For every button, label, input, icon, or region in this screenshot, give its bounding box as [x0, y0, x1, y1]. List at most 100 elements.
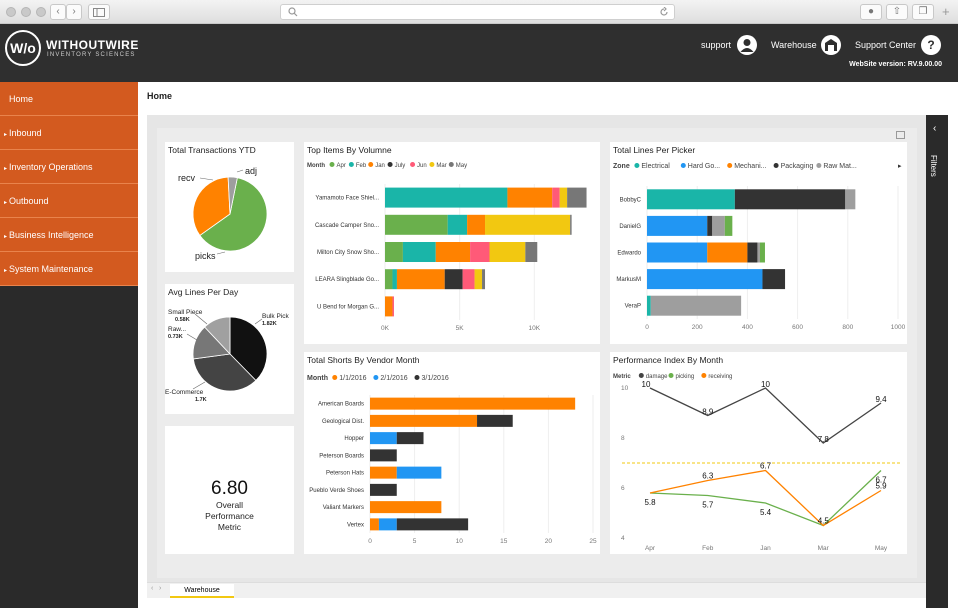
bar-segment[interactable]: [444, 269, 463, 290]
lines-per-picker-card[interactable]: Total Lines Per Picker Zone Electrical Har…: [610, 142, 907, 344]
bar-segment[interactable]: [525, 242, 538, 262]
bar-segment[interactable]: [570, 214, 572, 235]
bar-segment[interactable]: [385, 269, 393, 290]
pie-slice-small-piece[interactable]: [204, 316, 231, 356]
pie-slice-adj[interactable]: [227, 176, 238, 215]
logo-icon[interactable]: W/o: [5, 30, 41, 66]
bar-segment[interactable]: [370, 466, 397, 479]
bar-segment[interactable]: [402, 242, 436, 262]
legend-label[interactable]: Mar: [436, 163, 446, 169]
pie-slice-e-commerce[interactable]: [192, 353, 257, 392]
line-series-picking[interactable]: [649, 470, 882, 527]
filters-pane[interactable]: ‹ Filters: [926, 115, 948, 608]
sidebar-item-business-intelligence[interactable]: ▸ Business Intelligence: [0, 218, 138, 252]
shorts-by-vendor-card[interactable]: Total Shorts By Vendor Month Month 1/1/20…: [304, 352, 600, 554]
legend-label[interactable]: Feb: [356, 163, 367, 169]
bar-segment[interactable]: [647, 215, 708, 236]
bar-segment[interactable]: [396, 466, 442, 479]
bar-segment[interactable]: [647, 189, 735, 210]
legend-label[interactable]: damage: [646, 374, 668, 380]
bar-segment[interactable]: [724, 215, 733, 236]
bar-segment[interactable]: [647, 242, 708, 263]
bar-segment[interactable]: [757, 242, 760, 263]
bar-segment[interactable]: [396, 518, 469, 531]
warehouse-link[interactable]: Warehouse: [771, 40, 817, 50]
bar-segment[interactable]: [477, 414, 513, 427]
new-tab-icon[interactable]: +: [942, 4, 950, 19]
sidebar-item-system-maintenance[interactable]: ▸ System Maintenance: [0, 252, 138, 286]
legend-label[interactable]: Jun: [417, 163, 427, 169]
bar-segment[interactable]: [370, 483, 397, 496]
bar-segment[interactable]: [370, 414, 478, 427]
bar-segment[interactable]: [650, 295, 742, 316]
sidebar-item-inbound[interactable]: ▸ Inbound: [0, 116, 138, 150]
tabs-icon[interactable]: ❐: [912, 4, 934, 20]
support-center-link[interactable]: Support Center: [855, 40, 917, 50]
bar-segment[interactable]: [385, 242, 403, 262]
reload-icon[interactable]: [659, 7, 669, 17]
sidebar-toggle-icon[interactable]: [88, 4, 110, 20]
bar-segment[interactable]: [734, 189, 846, 210]
sidebar-item-outbound[interactable]: ▸ Outbound: [0, 184, 138, 218]
bar-segment[interactable]: [467, 214, 486, 235]
bar-segment[interactable]: [378, 518, 397, 531]
bar-segment[interactable]: [462, 269, 475, 290]
browser-back-button[interactable]: ‹: [50, 4, 66, 20]
bar-segment[interactable]: [396, 269, 445, 290]
focus-mode-icon[interactable]: [896, 131, 905, 139]
pie-slice-picks[interactable]: [199, 177, 268, 252]
legend-label[interactable]: July: [395, 163, 406, 169]
performance-index-card[interactable]: Performance Index By Month Metric damage p…: [610, 352, 907, 554]
bar-segment[interactable]: [370, 501, 442, 514]
avg-lines-card[interactable]: Avg Lines Per Day Bulk Pick 1.82K Small …: [165, 284, 294, 414]
legend-label[interactable]: 3/1/2016: [421, 375, 448, 382]
bar-segment[interactable]: [447, 214, 468, 235]
bar-segment[interactable]: [392, 296, 394, 317]
download-icon[interactable]: ●: [860, 4, 882, 20]
bar-segment[interactable]: [474, 269, 483, 290]
pie-slice-recv[interactable]: [192, 176, 231, 236]
bar-segment[interactable]: [370, 397, 576, 410]
browser-forward-button[interactable]: ›: [66, 4, 82, 20]
legend-label[interactable]: Apr: [337, 163, 346, 169]
bar-segment[interactable]: [396, 432, 424, 445]
legend-label[interactable]: 2/1/2016: [380, 375, 407, 382]
bar-segment[interactable]: [392, 269, 397, 290]
bar-segment[interactable]: [647, 269, 763, 290]
bar-segment[interactable]: [707, 242, 748, 263]
tab-prev-icon[interactable]: ‹: [151, 585, 154, 592]
bar-segment[interactable]: [759, 242, 765, 263]
bar-segment[interactable]: [370, 518, 379, 531]
tab-warehouse[interactable]: Warehouse: [170, 584, 234, 598]
legend-label[interactable]: Hard Go...: [688, 163, 720, 170]
line-series-receiving[interactable]: [649, 469, 882, 527]
window-close-button[interactable]: [6, 7, 16, 17]
sidebar-item-inventory-operations[interactable]: ▸ Inventory Operations: [0, 150, 138, 184]
legend-label[interactable]: picking: [676, 374, 695, 380]
bar-segment[interactable]: [762, 269, 786, 290]
legend-label[interactable]: Jan: [375, 163, 385, 169]
bar-segment[interactable]: [552, 187, 560, 208]
help-icon[interactable]: ?: [921, 35, 941, 55]
total-transactions-card[interactable]: Total Transactions YTD adj recv picks: [165, 142, 294, 272]
bar-segment[interactable]: [485, 214, 571, 235]
legend-label[interactable]: Mechani...: [734, 163, 766, 170]
legend-label[interactable]: receiving: [708, 374, 732, 380]
bar-segment[interactable]: [567, 187, 587, 208]
share-icon[interactable]: ⇧: [886, 4, 908, 20]
bar-segment[interactable]: [747, 242, 758, 263]
sidebar-item-home[interactable]: Home: [0, 82, 138, 116]
bar-segment[interactable]: [559, 187, 568, 208]
bar-segment[interactable]: [845, 189, 856, 210]
performance-kpi-card[interactable]: 6.80 Overall Performance Metric: [165, 426, 294, 554]
pie-slice-bulk-pick[interactable]: [229, 316, 268, 382]
tab-next-icon[interactable]: ›: [159, 585, 162, 592]
legend-label[interactable]: Raw Mat...: [823, 163, 857, 170]
bar-segment[interactable]: [489, 242, 526, 262]
window-minimize-button[interactable]: [21, 7, 31, 17]
bar-segment[interactable]: [385, 214, 448, 235]
chevron-left-icon[interactable]: ‹: [933, 123, 937, 134]
bar-segment[interactable]: [707, 215, 713, 236]
legend-label[interactable]: Packaging: [781, 163, 814, 170]
line-series-damage[interactable]: [649, 387, 882, 444]
